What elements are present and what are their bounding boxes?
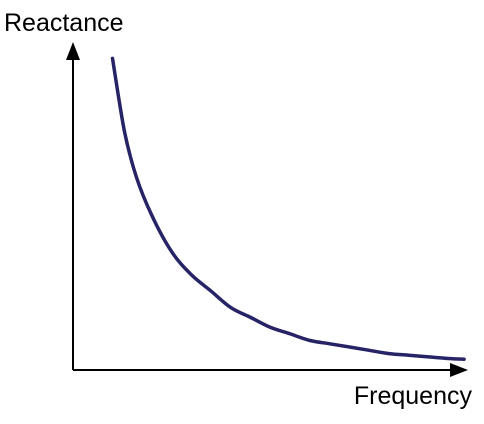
reactance-curve-line xyxy=(110,56,466,361)
y-axis-arrowhead xyxy=(66,42,80,60)
x-axis-label: Frequency xyxy=(354,382,473,410)
series-group xyxy=(110,56,466,361)
y-axis-label: Reactance xyxy=(4,9,124,37)
x-axis-arrowhead xyxy=(450,363,468,377)
